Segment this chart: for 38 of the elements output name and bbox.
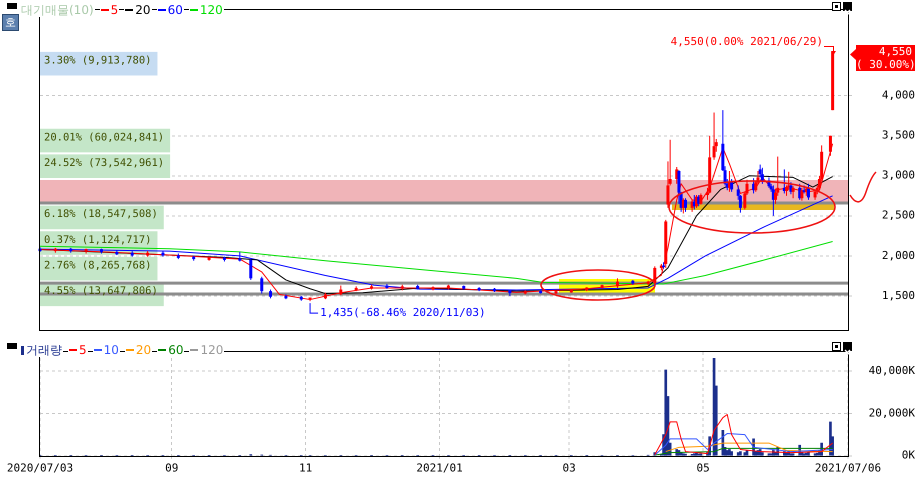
legend-label: 거래량 [20,343,63,357]
legend-label: 60 [156,3,184,17]
annotation: 1,435(-68.46% 2020/11/03) [320,306,486,320]
annotation: 4,550(0.00% 2021/06/29) [670,35,823,48]
button-icon: 호 [2,14,19,31]
x-tick-label: 2020/07/03 [6,461,74,474]
legend-label: 5 [100,3,120,17]
text: 4,550 ( 30.00%) [856,45,915,71]
y-tick-label: 2,500 [882,208,915,222]
x-tick-label: 11 [299,461,312,474]
band-label: 20.01% (60,024,841) [44,131,164,144]
band-label: 6.18% (18,547,508) [44,208,158,220]
x-tick-label: 03 [562,461,576,474]
legend-label: 20 [124,343,152,357]
annotation: 120 [189,343,224,357]
legend-label: 120 [188,3,224,17]
y-tick-label: 4,000 [882,88,915,102]
legend-label: 10 [92,343,120,357]
y-tick-label: 2,000 [882,248,915,262]
legend-label: 60 [157,343,184,357]
band-label: 2.76% (8,265,768) [44,259,152,272]
legend-label: 20 [124,3,152,17]
y-tick-label: 0K [902,448,915,462]
x-tick-label: 2021/01 [416,461,463,474]
x-tick-label: 2021/07/06 [814,461,882,474]
band-label: 3.30% (9,913,780) [44,54,152,66]
x-tick-label: 09 [165,461,178,474]
legend-label: 5 [68,343,88,357]
y-tick-label: 20,000K [868,406,915,420]
y-tick-label: 40,000K [868,364,915,377]
y-tick-label: 1,500 [882,288,915,302]
y-tick-label: 3,000 [882,168,915,182]
band-label: 0.37% (1,124,717) [44,234,152,246]
legend-title: 대기매물(10) [20,3,95,17]
band-label: 24.52% (73,542,961) [44,156,164,169]
band-label: 4.55% (13,647,806) [44,285,158,298]
x-tick-label: 05 [696,461,710,474]
y-tick-label: 3,500 [882,128,915,142]
